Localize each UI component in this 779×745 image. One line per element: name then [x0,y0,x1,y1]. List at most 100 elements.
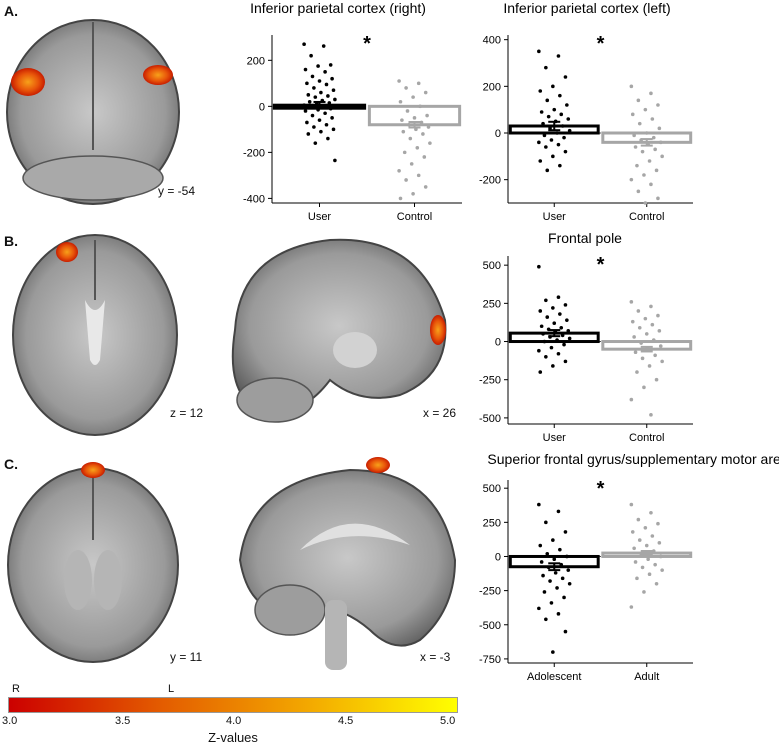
significance-marker: * [597,478,605,500]
data-point [644,543,649,548]
colorbar-tick: 5.0 [440,715,456,727]
data-point [549,138,554,142]
data-point [537,502,541,507]
data-point [328,106,333,111]
data-point [538,159,543,163]
data-point [660,359,664,364]
y-tick-label: -250 [479,586,501,598]
x-tick-label: User [543,211,567,223]
activation-blob [81,462,105,478]
y-tick-label: 250 [483,517,501,529]
data-point [651,338,656,342]
data-point [328,63,333,67]
data-point [545,315,550,319]
data-point [416,81,421,86]
data-point [323,111,327,116]
chart-ipc-left: Inferior parietal cortex (left) 400 200 0 -… [479,0,693,223]
data-point [549,601,554,605]
data-point [629,397,634,402]
data-point [635,576,639,581]
data-point [642,385,646,390]
y-tick-label: 400 [483,35,501,47]
panel-label-a: A. [4,3,18,19]
colorbar-gradient [8,697,458,713]
data-point [651,135,656,140]
data-point [630,112,635,117]
data-point [629,177,634,182]
data-point [632,133,636,138]
y-tick-label: 200 [483,81,501,93]
data-point [418,104,422,109]
data-point [552,107,557,112]
data-point [643,107,648,112]
data-point [416,173,421,178]
data-point [653,562,657,567]
data-point [546,565,551,570]
data-point [556,351,561,356]
data-point [635,370,639,374]
data-point [397,168,401,173]
data-point [425,113,429,118]
data-point [551,538,555,542]
data-point [649,413,653,417]
data-point [541,332,545,336]
data-point [654,581,659,586]
data-point [544,145,548,149]
data-point [538,370,543,374]
data-point [326,136,330,141]
data-point [327,101,332,105]
data-point [541,573,545,578]
data-point [653,147,657,152]
x-tick-label: Control [397,211,432,223]
activation-blob [430,315,446,345]
data-point [658,344,663,348]
activation-blob [11,68,45,96]
data-point [544,355,548,359]
data-point [545,168,550,173]
data-point [643,201,648,205]
data-point [303,67,308,72]
y-tick-label: 0 [495,551,501,563]
data-point [629,300,634,304]
data-point [423,90,428,95]
data-point [312,125,316,129]
colorbar-tick: 4.0 [226,715,242,727]
data-point [637,325,642,330]
data-point [563,359,568,364]
data-point [305,81,309,86]
data-point [559,325,564,330]
data-point [563,530,568,534]
colorbar-tick: 3.0 [2,715,18,727]
x-tick-label: User [543,432,567,444]
data-point [657,126,662,131]
data-point [559,562,564,567]
activation-blob [56,242,78,262]
data-point [555,586,559,590]
data-point [309,53,313,58]
data-point [562,135,566,140]
data-point [539,324,544,329]
significance-marker: * [597,254,605,276]
data-point [409,162,414,166]
data-point [411,191,415,196]
data-point [538,89,543,93]
data-point [537,606,541,611]
data-point [640,565,645,570]
data-point [306,132,311,136]
data-point [563,75,568,79]
data-point [423,185,428,189]
data-point [640,149,645,154]
data-point [654,377,659,382]
data-point [633,560,638,564]
activation-blob [366,457,390,473]
caption-c-sagittal: x = -3 [420,650,451,664]
data-point [398,196,403,201]
data-point [636,98,641,103]
data-point [635,163,639,168]
data-point [404,178,408,182]
data-point [649,182,653,187]
data-point [428,141,432,145]
data-point [542,590,547,594]
data-point [544,65,548,70]
data-point [647,159,652,163]
